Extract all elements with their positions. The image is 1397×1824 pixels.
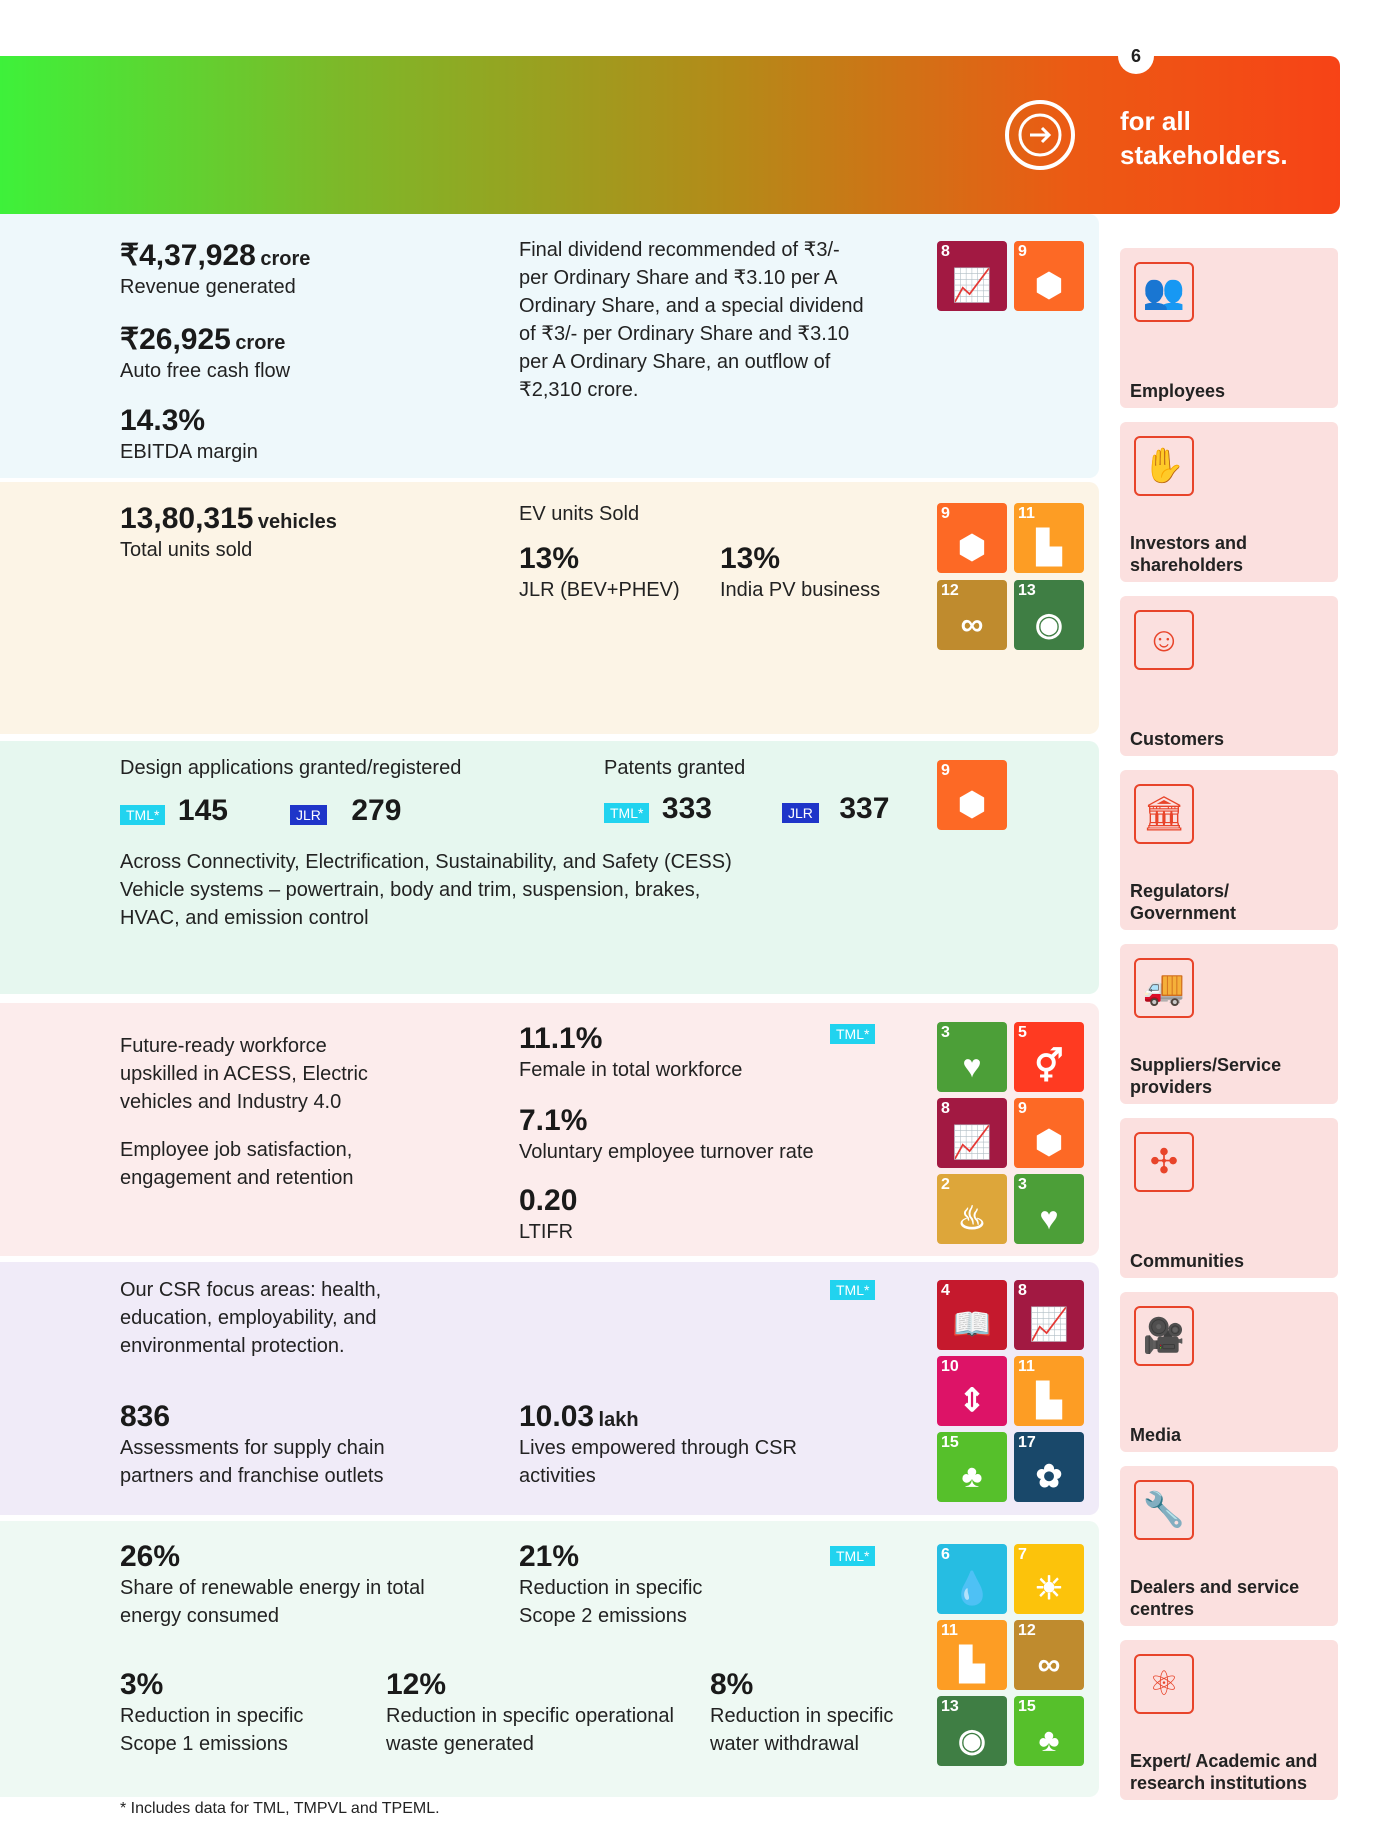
fcf-metric: ₹26,925 crore Auto free cash flow: [120, 323, 291, 382]
customer-icon: ☺: [1134, 610, 1194, 670]
sdg-17-icon: 17 ✿: [1014, 1432, 1084, 1502]
scope2-metric: 21% Reduction in specific Scope 2 emissi…: [519, 1540, 703, 1627]
ltifr-metric: 0.20 LTIFR: [519, 1184, 578, 1243]
stakeholder-card-employees[interactable]: 👥 Employees: [1120, 248, 1338, 408]
tml-badge: TML*: [830, 1280, 876, 1300]
sdg-9-icon: 9 ⬢: [1014, 1098, 1084, 1168]
design-jlr: JLR 279: [290, 794, 401, 828]
renewable-metric: 26% Share of renewable energy in total e…: [120, 1540, 425, 1627]
sdg-9-icon: 9 ⬢: [937, 503, 1007, 573]
sdg-12-icon: 12 ∞: [1014, 1620, 1084, 1690]
turnover-metric: 7.1% Voluntary employee turnover rate: [519, 1104, 814, 1163]
units-metric: 13,80,315 vehicles Total units sold: [120, 502, 337, 561]
stakeholder-card-communities[interactable]: ✣ Communities: [1120, 1118, 1338, 1278]
ev-title: EV units Sold: [519, 503, 640, 525]
sdg-3-icon: 3 ♥: [1014, 1174, 1084, 1244]
workforce-text-2: Employee job satisfaction, engagement an…: [120, 1139, 354, 1189]
government-icon: 🏛: [1134, 784, 1194, 844]
stakeholder-card-suppliers[interactable]: 🚚 Suppliers/Service providers: [1120, 944, 1338, 1104]
wrench-icon: 🔧: [1134, 1480, 1194, 1540]
patents-tml: TML* 333: [604, 792, 712, 826]
sdg-8-icon: 8 📈: [1014, 1280, 1084, 1350]
dividend-text: Final dividend recommended of ₹3/- per O…: [519, 239, 864, 401]
ev-jlr-metric: 13% JLR (BEV+PHEV): [519, 542, 680, 601]
workforce-text-1: Future-ready workforce upskilled in ACES…: [120, 1035, 368, 1113]
sdg-6-icon: 6 💧: [937, 1544, 1007, 1614]
stakeholder-card-experts[interactable]: ⚛ Expert/ Academic and research institut…: [1120, 1640, 1338, 1800]
sdg-9-icon: 9 ⬢: [937, 760, 1007, 830]
patents-title: Patents granted: [604, 757, 746, 779]
stakeholder-card-regulators[interactable]: 🏛 Regulators/ Government: [1120, 770, 1338, 930]
sdg-5-icon: 5 ⚥: [1014, 1022, 1084, 1092]
ebitda-metric: 14.3% EBITDA margin: [120, 404, 258, 463]
patents-jlr: JLR 337: [782, 792, 889, 826]
tml-badge: TML*: [830, 1024, 876, 1044]
lives-metric: 10.03 lakh Lives empowered through CSR a…: [519, 1400, 797, 1487]
design-title: Design applications granted/registered: [120, 757, 462, 779]
stakeholder-card-investors[interactable]: ✋ Investors and shareholders: [1120, 422, 1338, 582]
female-metric: 11.1% Female in total workforce: [519, 1022, 743, 1081]
camera-icon: 🎥: [1134, 1306, 1194, 1366]
sdg-15-icon: 15 ♣: [1014, 1696, 1084, 1766]
design-tml: TML* 145: [120, 794, 228, 828]
tml-badge: TML*: [830, 1546, 876, 1566]
sdg-3-icon: 3 ♥: [937, 1022, 1007, 1092]
arrow-right-icon[interactable]: [1005, 100, 1075, 170]
assessments-metric: 836 Assessments for supply chain partner…: [120, 1400, 385, 1487]
environment-section: [0, 1521, 1099, 1797]
innovation-section: [0, 741, 1099, 994]
waste-metric: 12% Reduction in specific operational wa…: [386, 1668, 674, 1755]
jlr-badge: JLR: [782, 803, 819, 823]
stakeholder-card-customers[interactable]: ☺ Customers: [1120, 596, 1338, 756]
sdg-9-icon: 9 ⬢: [1014, 241, 1084, 311]
sdg-13-icon: 13 ◉: [937, 1696, 1007, 1766]
sdg-4-icon: 4 📖: [937, 1280, 1007, 1350]
header-banner: [0, 56, 1340, 214]
water-metric: 8% Reduction in specific water withdrawa…: [710, 1668, 894, 1755]
stakeholder-card-media[interactable]: 🎥 Media: [1120, 1292, 1338, 1452]
csr-section: [0, 1262, 1099, 1515]
cess-text: Across Connectivity, Electrification, Su…: [120, 851, 732, 929]
tml-badge: TML*: [120, 805, 166, 825]
sdg-12-icon: 12 ∞: [937, 580, 1007, 650]
people-icon: 👥: [1134, 262, 1194, 322]
sdg-11-icon: 11 ▙: [1014, 1356, 1084, 1426]
sdg-13-icon: 13 ◉: [1014, 580, 1084, 650]
ev-india-metric: 13% India PV business: [720, 542, 881, 601]
tml-badge: TML*: [604, 803, 650, 823]
sales-section: [0, 482, 1099, 734]
sdg-2-icon: 2 ♨: [937, 1174, 1007, 1244]
network-icon: ✣: [1134, 1132, 1194, 1192]
footnote: * Includes data for TML, TMPVL and TPEML…: [120, 1800, 440, 1817]
sdg-11-icon: 11 ▙: [1014, 503, 1084, 573]
revenue-metric: ₹4,37,928 crore Revenue generated: [120, 239, 311, 298]
sdg-8-icon: 8 📈: [937, 1098, 1007, 1168]
workforce-section: [0, 1003, 1099, 1256]
sdg-11-icon: 11 ▙: [937, 1620, 1007, 1690]
atom-icon: ⚛: [1134, 1654, 1194, 1714]
scope1-metric: 3% Reduction in specific Scope 1 emissio…: [120, 1668, 304, 1755]
truck-icon: 🚚: [1134, 958, 1194, 1018]
financial-section: [0, 214, 1099, 478]
csr-text: Our CSR focus areas: health, education, …: [120, 1279, 382, 1357]
sdg-15-icon: 15 ♣: [937, 1432, 1007, 1502]
sdg-10-icon: 10 ⇕: [937, 1356, 1007, 1426]
jlr-badge: JLR: [290, 805, 327, 825]
investor-icon: ✋: [1134, 436, 1194, 496]
stakeholder-card-dealers[interactable]: 🔧 Dealers and service centres: [1120, 1466, 1338, 1626]
banner-title: for all stakeholders.: [1120, 106, 1288, 170]
page-number: 6: [1118, 38, 1154, 74]
sdg-8-icon: 8 📈: [937, 241, 1007, 311]
sdg-7-icon: 7 ☀: [1014, 1544, 1084, 1614]
